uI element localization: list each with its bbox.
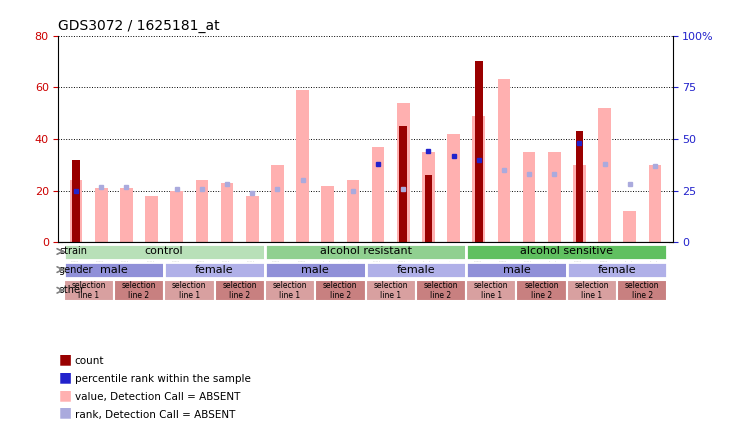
- Text: alcohol resistant: alcohol resistant: [319, 246, 412, 257]
- Bar: [425, 175, 432, 242]
- Text: ■: ■: [58, 352, 72, 366]
- Text: selection
line 1: selection line 1: [72, 281, 106, 300]
- FancyBboxPatch shape: [567, 262, 667, 278]
- Bar: [598, 108, 611, 242]
- FancyBboxPatch shape: [265, 280, 315, 301]
- Text: selection
line 2: selection line 2: [323, 281, 357, 300]
- Bar: [95, 188, 107, 242]
- Text: male: male: [503, 265, 531, 274]
- Text: female: female: [195, 265, 234, 274]
- Text: selection
line 2: selection line 2: [625, 281, 659, 300]
- FancyBboxPatch shape: [64, 262, 164, 278]
- Bar: [271, 165, 284, 242]
- Text: percentile rank within the sample: percentile rank within the sample: [75, 374, 251, 384]
- FancyBboxPatch shape: [265, 262, 366, 278]
- FancyBboxPatch shape: [366, 262, 466, 278]
- Bar: [422, 152, 435, 242]
- Bar: [69, 180, 83, 242]
- Bar: [648, 165, 662, 242]
- Text: ■: ■: [58, 370, 72, 384]
- Text: selection
line 2: selection line 2: [524, 281, 559, 300]
- Bar: [447, 134, 460, 242]
- Bar: [372, 147, 385, 242]
- FancyBboxPatch shape: [315, 280, 366, 301]
- Text: count: count: [75, 356, 104, 366]
- FancyBboxPatch shape: [214, 280, 265, 301]
- FancyBboxPatch shape: [617, 280, 667, 301]
- Bar: [475, 61, 482, 242]
- FancyBboxPatch shape: [466, 244, 667, 260]
- Bar: [523, 152, 535, 242]
- Text: selection
line 2: selection line 2: [222, 281, 257, 300]
- Bar: [221, 183, 233, 242]
- Bar: [322, 186, 334, 242]
- Bar: [296, 90, 309, 242]
- Bar: [575, 131, 583, 242]
- Text: value, Detection Call = ABSENT: value, Detection Call = ABSENT: [75, 392, 240, 402]
- Bar: [573, 165, 586, 242]
- Text: selection
line 2: selection line 2: [122, 281, 156, 300]
- Bar: [346, 180, 359, 242]
- Bar: [399, 126, 407, 242]
- FancyBboxPatch shape: [466, 280, 517, 301]
- Text: selection
line 1: selection line 1: [374, 281, 408, 300]
- Bar: [498, 79, 510, 242]
- Text: selection
line 1: selection line 1: [172, 281, 207, 300]
- FancyBboxPatch shape: [416, 280, 466, 301]
- Text: male: male: [301, 265, 329, 274]
- Bar: [72, 160, 80, 242]
- Text: selection
line 1: selection line 1: [474, 281, 509, 300]
- Text: control: control: [145, 246, 183, 257]
- Text: alcohol sensitive: alcohol sensitive: [520, 246, 613, 257]
- Text: gender: gender: [59, 265, 94, 274]
- Bar: [145, 196, 158, 242]
- Text: female: female: [598, 265, 637, 274]
- Text: selection
line 2: selection line 2: [424, 281, 458, 300]
- Bar: [170, 191, 183, 242]
- Bar: [472, 116, 485, 242]
- Text: selection
line 1: selection line 1: [575, 281, 609, 300]
- Text: selection
line 1: selection line 1: [273, 281, 307, 300]
- Text: other: other: [59, 285, 85, 295]
- FancyBboxPatch shape: [265, 244, 466, 260]
- Text: GDS3072 / 1625181_at: GDS3072 / 1625181_at: [58, 19, 220, 33]
- Text: male: male: [100, 265, 128, 274]
- Text: rank, Detection Call = ABSENT: rank, Detection Call = ABSENT: [75, 409, 235, 420]
- Bar: [397, 103, 409, 242]
- FancyBboxPatch shape: [64, 244, 265, 260]
- Text: ■: ■: [58, 388, 72, 402]
- Bar: [120, 188, 133, 242]
- FancyBboxPatch shape: [164, 280, 214, 301]
- FancyBboxPatch shape: [466, 262, 567, 278]
- FancyBboxPatch shape: [164, 262, 265, 278]
- Bar: [624, 211, 636, 242]
- FancyBboxPatch shape: [114, 280, 164, 301]
- Bar: [196, 180, 208, 242]
- Text: female: female: [396, 265, 435, 274]
- Bar: [246, 196, 259, 242]
- Text: strain: strain: [59, 246, 87, 257]
- Text: ■: ■: [58, 405, 72, 420]
- FancyBboxPatch shape: [366, 280, 416, 301]
- Bar: [548, 152, 561, 242]
- FancyBboxPatch shape: [517, 280, 567, 301]
- FancyBboxPatch shape: [64, 280, 114, 301]
- FancyBboxPatch shape: [567, 280, 617, 301]
